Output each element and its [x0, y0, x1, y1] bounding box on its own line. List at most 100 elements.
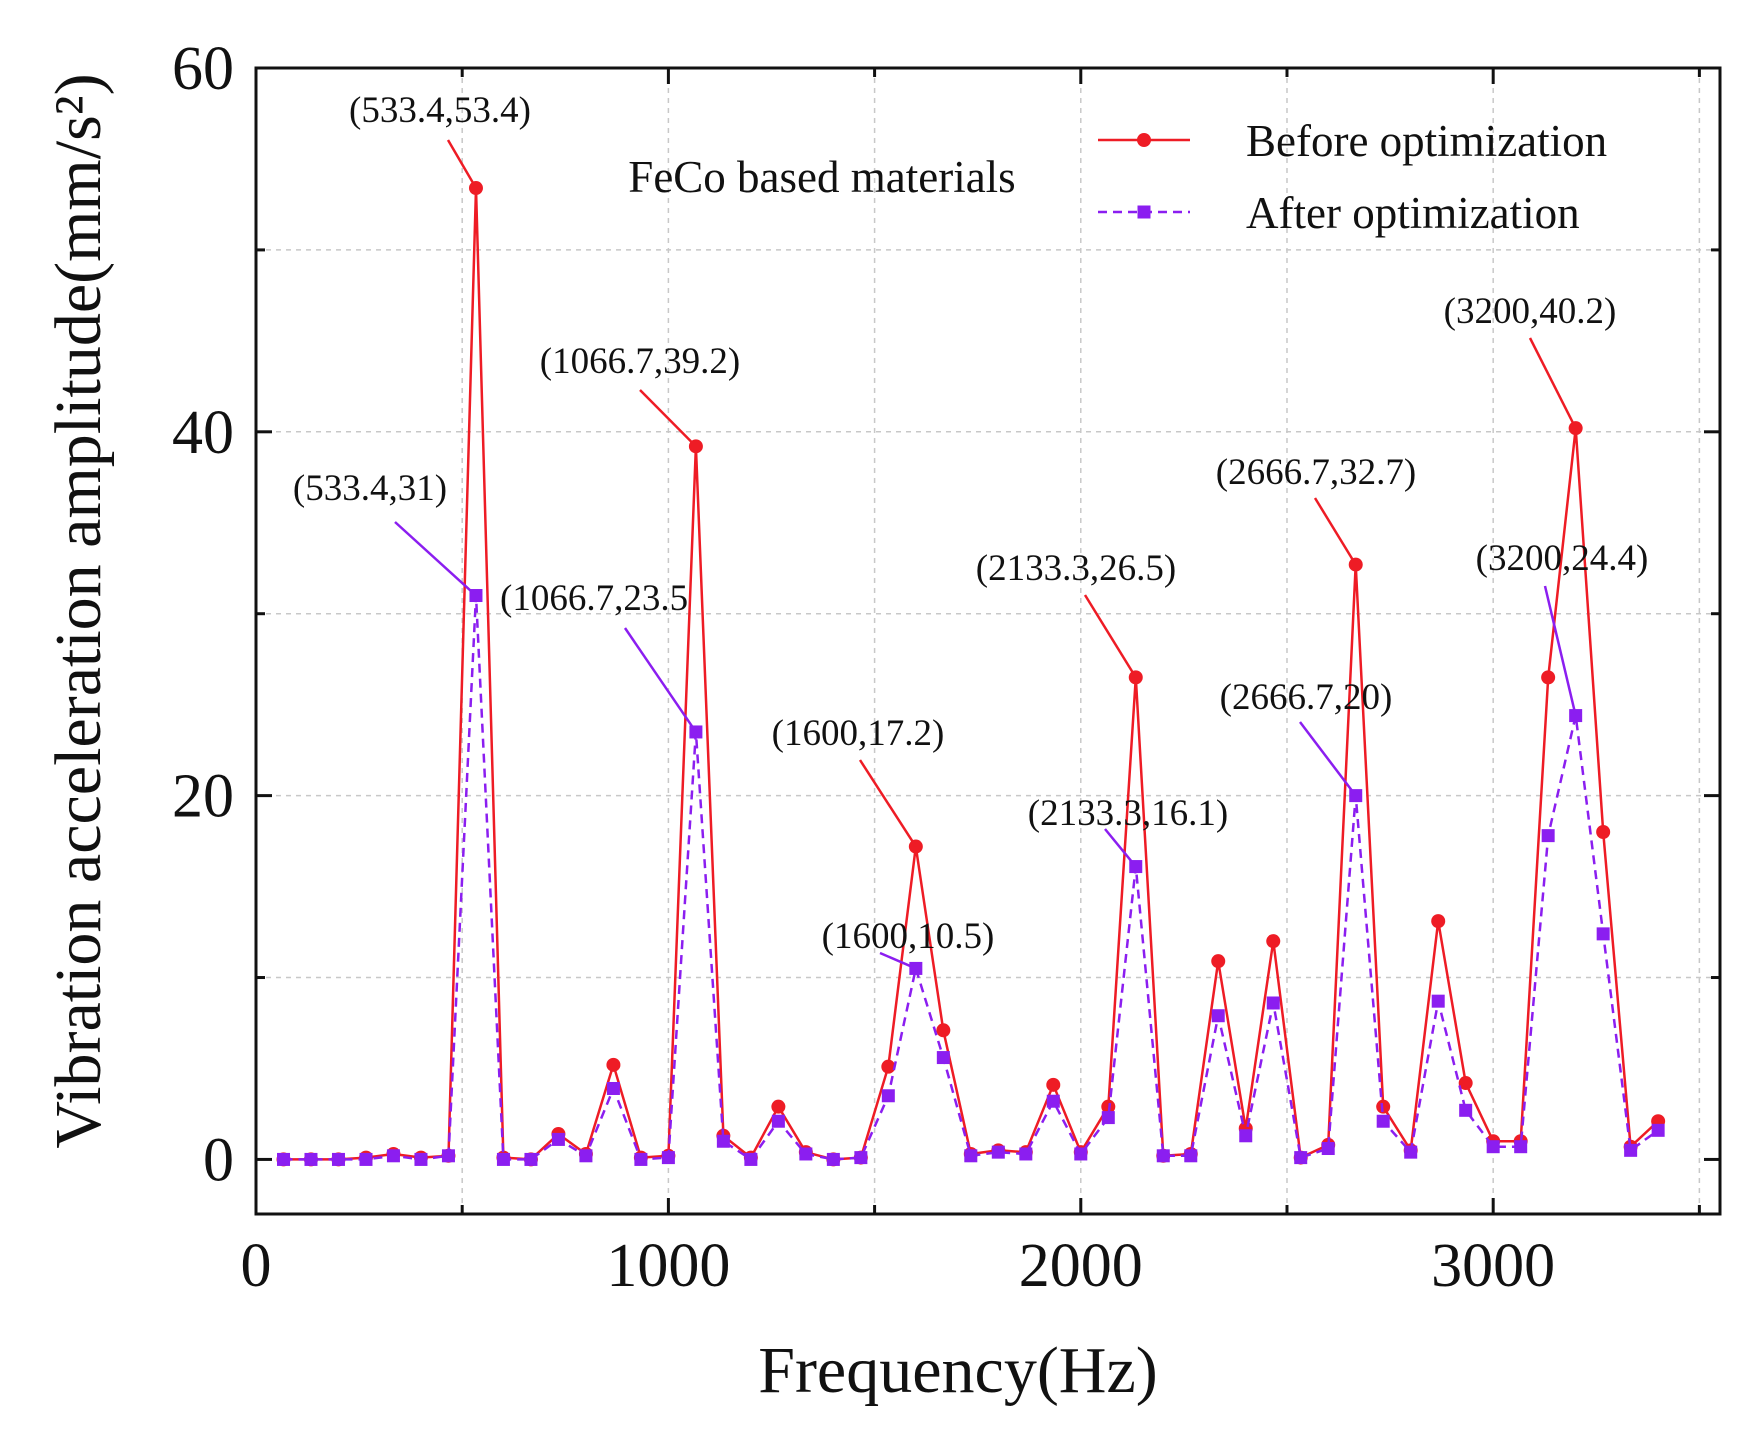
data-point-after — [1624, 1143, 1638, 1157]
data-point-before — [1541, 670, 1556, 685]
data-point-after — [661, 1151, 675, 1165]
data-point-after — [1294, 1151, 1308, 1165]
legend-label: Before optimization — [1246, 116, 1607, 166]
data-point-after — [1486, 1140, 1500, 1154]
data-point-before — [1431, 914, 1446, 929]
annotation-leader — [858, 759, 917, 848]
data-point-after — [1239, 1129, 1253, 1143]
plot-frame — [254, 66, 1722, 1216]
x-tick-label: 3000 — [1431, 1232, 1555, 1300]
annotation-leader — [639, 389, 697, 448]
data-point-after — [1376, 1114, 1390, 1128]
annotation-label: (2133.3,16.1) — [1028, 793, 1228, 834]
data-point-after — [441, 1149, 455, 1163]
data-point-after — [331, 1152, 345, 1166]
data-point-before — [936, 1023, 951, 1038]
data-point-after — [1321, 1142, 1335, 1156]
legend-layer: FeCo based materials Before optimization A… — [628, 116, 1607, 238]
data-point-after — [1184, 1149, 1198, 1163]
annotation-layer: (533.4,53.4) (1066.7,39.2) (1600,17.2) (213… — [293, 90, 1649, 970]
data-point-after — [1074, 1147, 1088, 1161]
data-point-after — [1211, 1009, 1225, 1023]
annotation-leader — [394, 521, 477, 597]
data-point-after — [634, 1152, 648, 1166]
data-point-before — [771, 1099, 786, 1114]
data-point-after — [579, 1149, 593, 1163]
annotation-label: (1066.7,39.2) — [540, 341, 740, 382]
data-point-after — [304, 1152, 318, 1166]
annotation-leader — [623, 627, 697, 733]
y-axis-title: Vibration acceleration amplitude(mm/s²) — [42, 73, 115, 1148]
x-tick-label: 1000 — [606, 1232, 730, 1300]
annotation-leader — [1104, 828, 1137, 868]
data-point-after — [1431, 994, 1445, 1008]
y-tick-label: 20 — [172, 763, 234, 831]
annotation-leader — [879, 951, 917, 970]
legend-swatch-marker — [1137, 133, 1151, 147]
data-point-after — [1596, 927, 1610, 941]
legend-label: After optimization — [1246, 188, 1580, 238]
data-point-before — [1266, 934, 1281, 949]
data-point-before — [606, 1057, 621, 1072]
data-point-after — [1459, 1103, 1473, 1117]
data-point-after — [524, 1152, 538, 1166]
data-point-after — [991, 1145, 1005, 1159]
data-point-after — [1404, 1145, 1418, 1159]
data-point-after — [964, 1149, 978, 1163]
data-point-after — [386, 1149, 400, 1163]
annotation-label: (533.4,53.4) — [349, 90, 531, 131]
y-tick-label: 60 — [172, 35, 234, 103]
chart-title: FeCo based materials — [628, 152, 1015, 202]
data-point-before — [1596, 825, 1611, 839]
y-tick-label: 40 — [172, 399, 234, 467]
legend-swatch-marker — [1137, 205, 1151, 219]
data-point-after — [1541, 829, 1555, 843]
x-tick-label: 2000 — [1019, 1232, 1143, 1300]
data-point-after — [826, 1152, 840, 1166]
annotation-leader — [1299, 721, 1357, 797]
data-point-after — [1514, 1140, 1528, 1154]
data-point-before — [881, 1059, 896, 1074]
x-axis-title: Frequency(Hz) — [758, 1334, 1157, 1407]
annotation-label: (2666.7,32.7) — [1216, 452, 1416, 493]
x-tick-label: 0 — [241, 1232, 272, 1300]
annotation-label: (533.4,31) — [293, 468, 447, 509]
data-point-after — [496, 1152, 510, 1166]
data-point-after — [277, 1152, 291, 1166]
annotation-label: (3200,40.2) — [1444, 291, 1617, 332]
annotation-label: (1600,10.5) — [822, 916, 995, 957]
annotation-label: (1066.7,23.5 — [500, 578, 688, 619]
series-line-before — [283, 186, 1659, 1161]
data-point-after — [359, 1152, 373, 1166]
data-point-after — [881, 1089, 895, 1103]
data-point-before — [1458, 1076, 1473, 1091]
data-point-after — [716, 1134, 730, 1148]
data-point-after — [1156, 1149, 1170, 1163]
annotation-leader — [1543, 585, 1577, 716]
annotation-leader — [1313, 497, 1357, 566]
data-point-before — [1211, 954, 1226, 969]
data-point-before — [1046, 1077, 1061, 1092]
annotation-label: (1600,17.2) — [772, 713, 945, 754]
annotation-label: (2133.3,26.5) — [976, 548, 1176, 589]
data-point-after — [936, 1051, 950, 1065]
data-point-after — [799, 1147, 813, 1161]
y-tick-label: 0 — [203, 1126, 234, 1194]
annotation-label: (3200,24.4) — [1476, 538, 1649, 579]
data-point-after — [744, 1152, 758, 1166]
data-point-after — [1266, 996, 1280, 1010]
annotation-label: (2666.7,20) — [1220, 677, 1393, 718]
data-point-after — [1101, 1111, 1115, 1125]
data-point-after — [551, 1132, 565, 1146]
frame-layer: 0 20 40 60 0 1000 2000 3000 Frequency(Hz) Vibrati… — [42, 35, 1722, 1407]
annotation-leader — [446, 139, 478, 189]
annotation-leader — [1528, 337, 1577, 429]
data-point-after — [1651, 1123, 1665, 1137]
annotation-leader — [1083, 594, 1137, 679]
data-point-after — [1019, 1147, 1033, 1161]
data-point-after — [854, 1151, 868, 1165]
data-point-after — [414, 1152, 428, 1166]
data-point-after — [1046, 1094, 1060, 1108]
